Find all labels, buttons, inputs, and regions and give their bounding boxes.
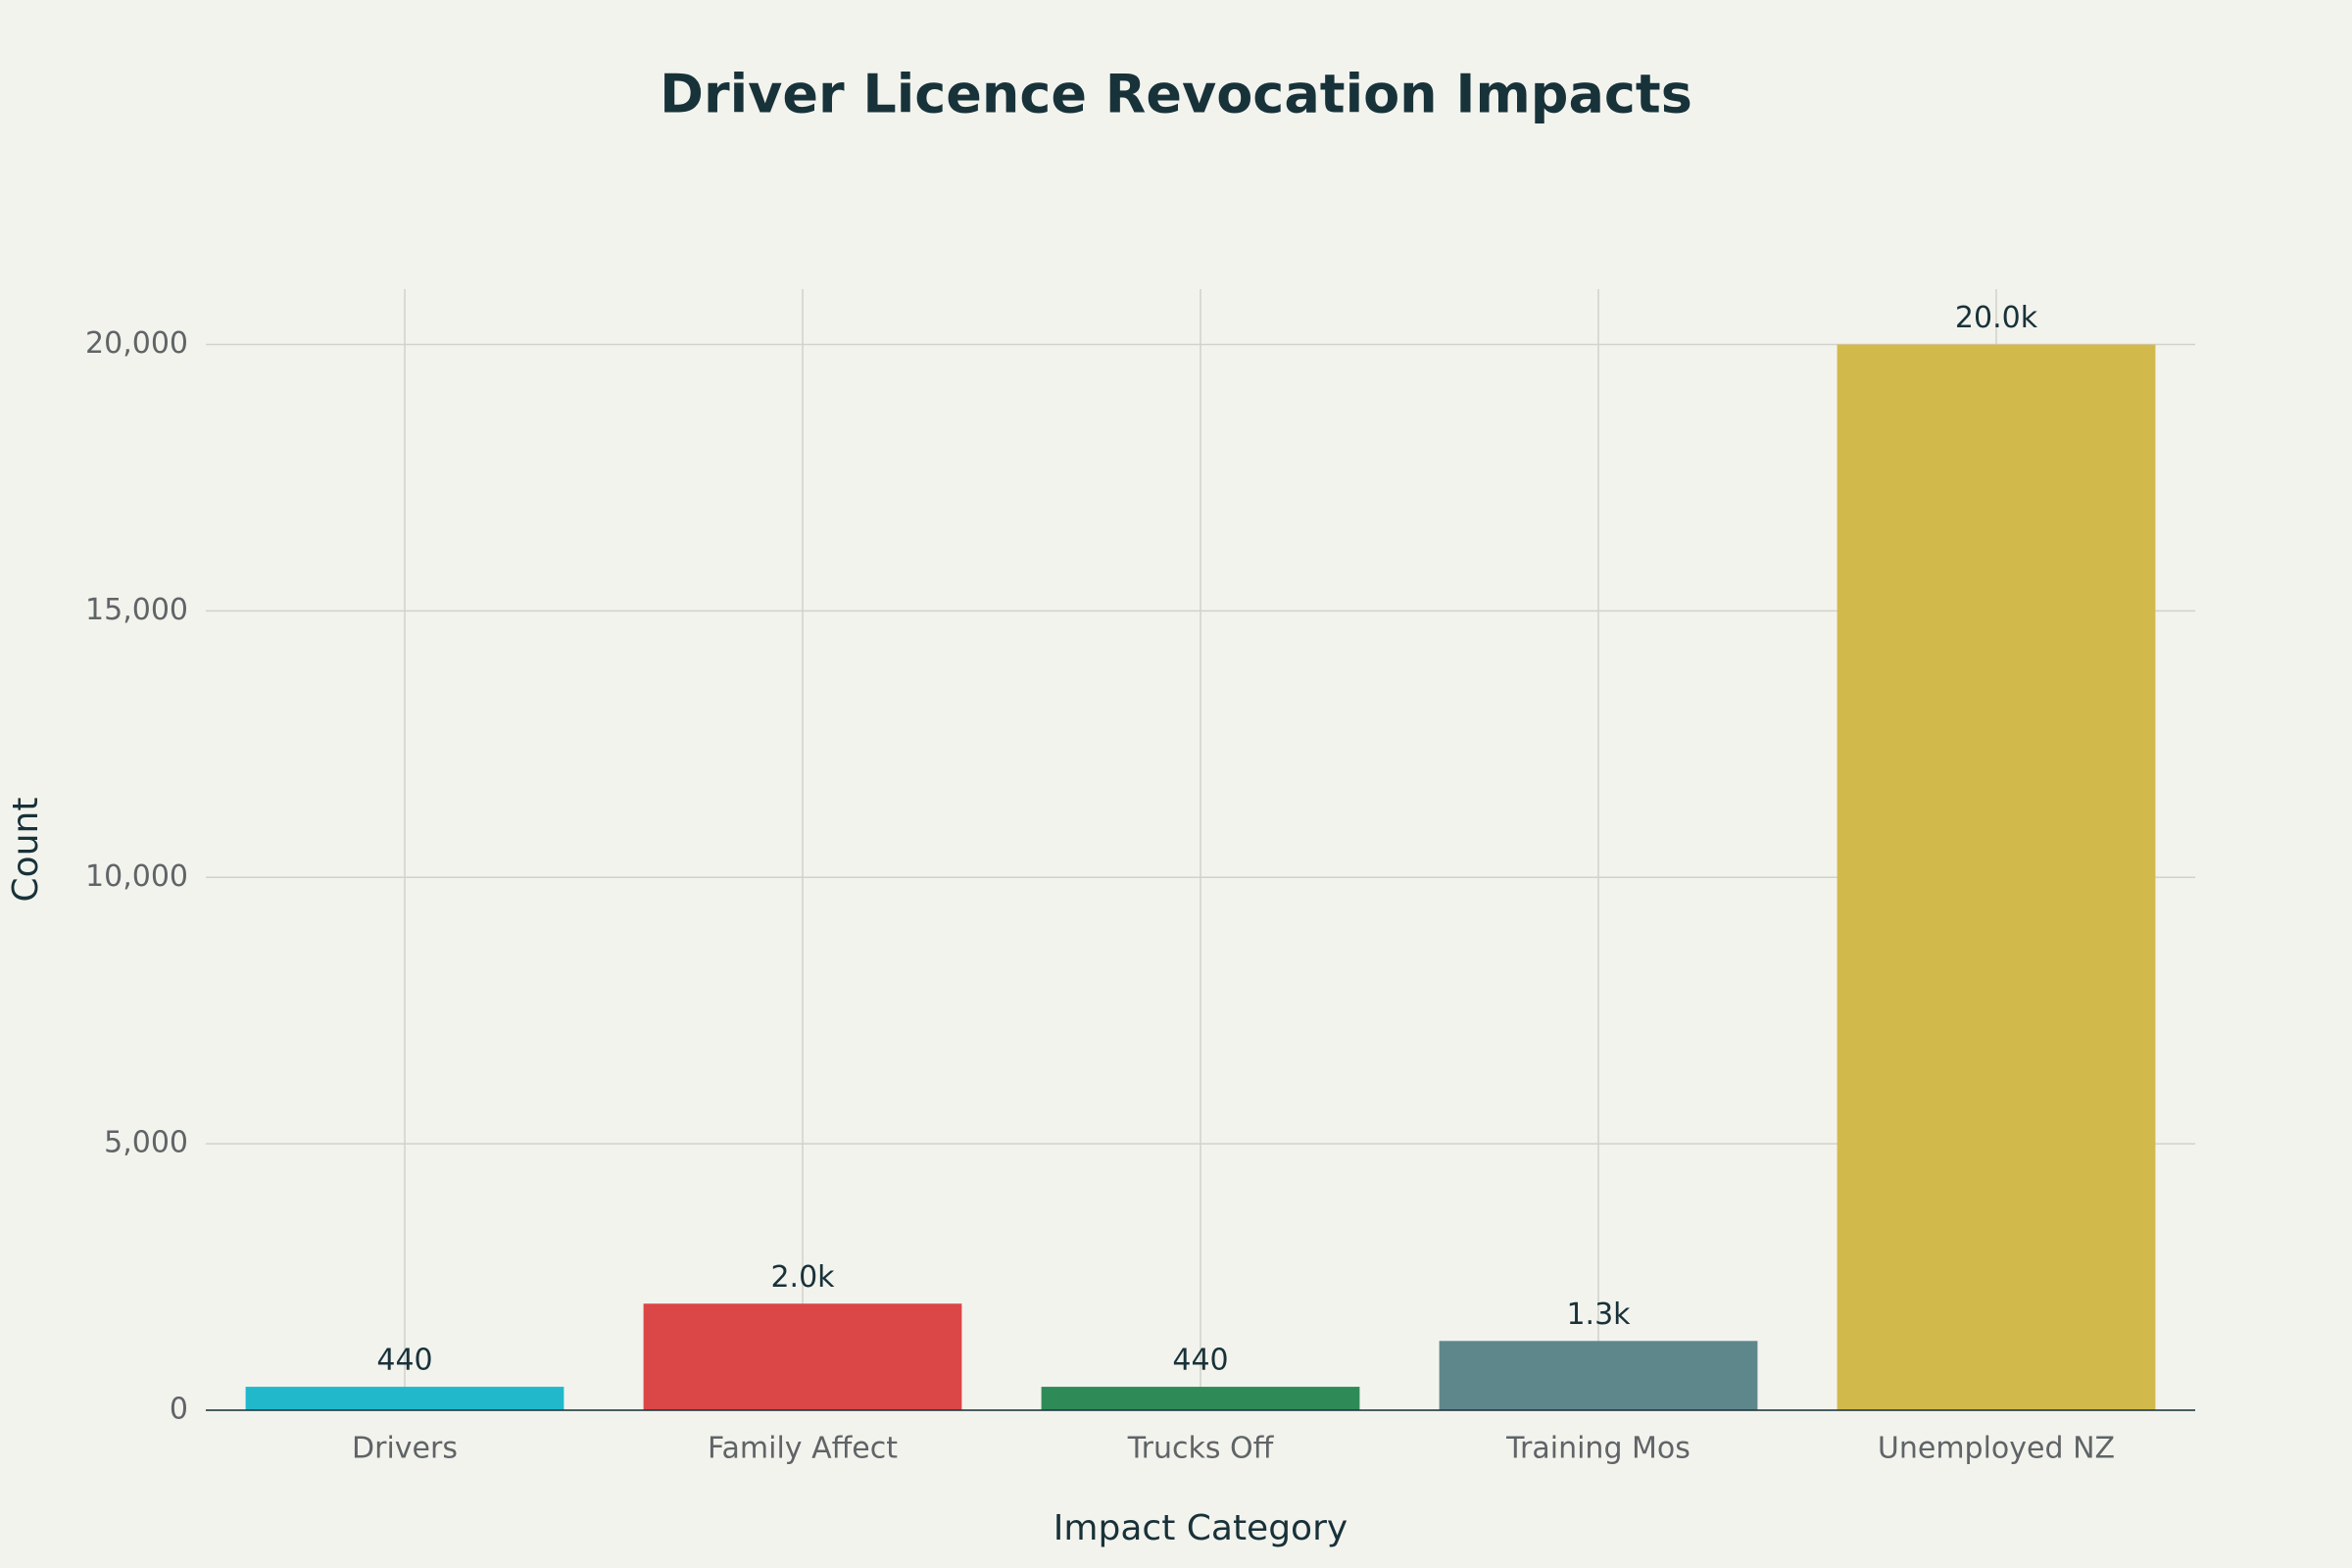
bar <box>1041 1387 1360 1410</box>
x-tick-label: Training Mos <box>1505 1432 1690 1466</box>
bar <box>245 1387 564 1410</box>
bar <box>643 1303 962 1410</box>
y-axis-title: Count <box>6 798 46 903</box>
x-tick-label: Drivers <box>352 1432 458 1466</box>
y-tick-label: 10,000 <box>85 859 188 894</box>
y-tick-label: 0 <box>170 1393 188 1427</box>
x-tick-label: Unemployed NZ <box>1878 1432 2115 1466</box>
value-label: 1.3k <box>1566 1298 1631 1332</box>
bar <box>1837 344 2156 1411</box>
value-label: 20.0k <box>1955 301 2038 335</box>
value-label: 440 <box>376 1344 432 1378</box>
x-tick-label: Trucks Off <box>1127 1432 1275 1466</box>
value-label: 2.0k <box>770 1260 835 1295</box>
chart-title: Driver Licence Revocation Impacts <box>660 64 1692 125</box>
x-tick-label: Family Affect <box>708 1432 898 1466</box>
bar <box>1439 1341 1758 1410</box>
value-label: 440 <box>1172 1344 1228 1378</box>
y-tick-label: 20,000 <box>85 326 188 361</box>
y-tick-label: 5,000 <box>104 1126 188 1160</box>
x-axis-title: Impact Category <box>1054 1508 1348 1548</box>
y-tick-label: 15,000 <box>85 593 188 627</box>
